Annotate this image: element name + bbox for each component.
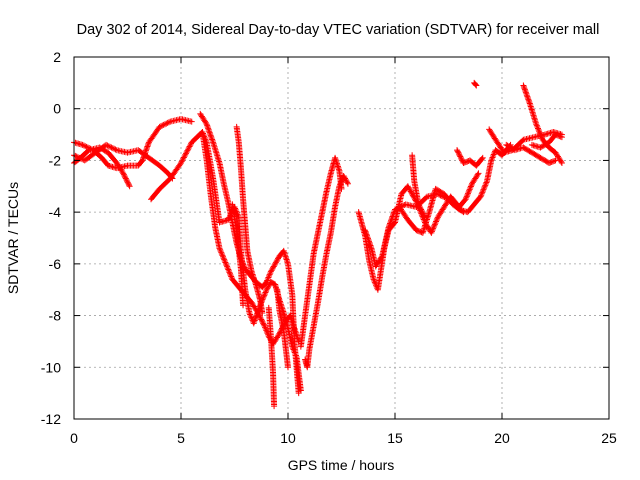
y-tick-label: -4	[49, 204, 62, 220]
y-tick-label: 0	[53, 101, 61, 117]
grid	[74, 57, 609, 419]
x-tick-label: 25	[601, 430, 617, 446]
data-markers	[71, 116, 195, 172]
x-tick-label: 20	[494, 430, 510, 446]
data-markers	[233, 123, 266, 316]
data-markers	[302, 172, 351, 371]
series-track-3	[71, 116, 195, 172]
series-track-7	[233, 123, 266, 316]
series-track-5	[197, 110, 302, 397]
y-tick-label: -12	[41, 411, 61, 427]
y-tick-label: -2	[49, 152, 62, 168]
series-track-16	[409, 152, 428, 221]
series-track-8	[229, 201, 247, 309]
y-tick-label: -10	[41, 359, 61, 375]
data-markers	[297, 154, 345, 350]
plot-frame	[73, 56, 610, 420]
data-markers	[454, 147, 486, 169]
data-markers	[520, 82, 565, 167]
chart-title: Day 302 of 2014, Sidereal Day-to-day VTE…	[77, 22, 600, 38]
data-markers	[396, 185, 467, 236]
data-markers	[528, 131, 565, 151]
y-tick-label: 2	[53, 49, 61, 65]
data-markers	[197, 110, 302, 397]
series-track-17	[454, 147, 486, 169]
x-tick-label: 5	[177, 430, 185, 446]
series-track-15	[396, 185, 467, 236]
data-markers	[503, 141, 559, 167]
series-track-10	[274, 286, 291, 371]
data-markers	[274, 286, 291, 371]
x-axis-label: GPS time / hours	[288, 457, 395, 473]
data-series	[71, 79, 565, 410]
y-tick-label: -6	[49, 256, 62, 272]
series-track-12	[297, 154, 345, 350]
y-axis-label: SDTVAR / TECUs	[5, 182, 21, 294]
x-tick-label: 15	[387, 430, 403, 446]
data-markers	[229, 201, 247, 309]
series-track-9	[265, 304, 278, 410]
series-track-20	[520, 82, 565, 167]
series-track-22	[471, 79, 480, 89]
data-markers	[362, 141, 514, 270]
x-tick-label: 0	[70, 430, 78, 446]
series-track-21	[528, 131, 565, 151]
data-markers	[265, 304, 278, 410]
data-markers	[471, 79, 480, 89]
y-tick-label: -8	[49, 308, 62, 324]
series-track-11	[302, 172, 351, 371]
x-tick-label: 10	[280, 430, 296, 446]
series-track-14	[362, 141, 514, 270]
series-track-19	[503, 141, 559, 167]
data-markers	[409, 152, 428, 221]
